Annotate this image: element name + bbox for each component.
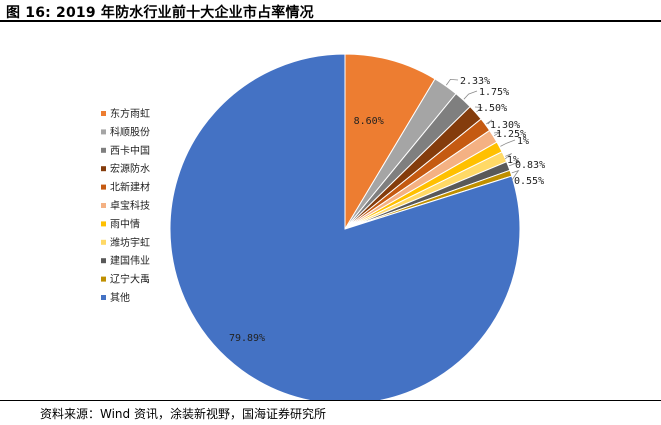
legend-label-5: 北新建材: [110, 181, 150, 194]
leader-line-3: [463, 90, 478, 100]
leader-line-9: [509, 162, 516, 167]
slice-label-11: 79.89%: [229, 333, 265, 344]
legend-swatch-8: [101, 239, 106, 245]
bottom-rule: [0, 400, 661, 401]
pie-chart: 8.60%2.33%1.75%1.50%1.30%1.25%1%1%0.83%0…: [101, 53, 545, 400]
legend-swatch-5: [101, 184, 106, 190]
slice-label-8: 1%: [507, 155, 519, 166]
leader-line-2: [445, 78, 459, 86]
top-rule: [0, 20, 661, 22]
leader-line-6: [493, 131, 501, 137]
slice-label-9: 0.83%: [515, 160, 545, 171]
legend-swatch-4: [101, 166, 106, 172]
legend-swatch-3: [101, 147, 106, 153]
slice-label-10: 0.55%: [514, 176, 544, 187]
legend-label-4: 宏源防水: [110, 162, 150, 175]
legend-label-8: 潍坊宇虹: [110, 236, 150, 249]
leader-line-7: [500, 139, 516, 147]
legend-label-2: 科顺股份: [110, 125, 150, 138]
legend-swatch-2: [101, 129, 106, 135]
slice-label-3: 1.75%: [479, 87, 509, 98]
slice-labels: 8.60%2.33%1.75%1.50%1.30%1.25%1%1%0.83%0…: [229, 76, 545, 344]
leader-lines: [445, 78, 520, 181]
slice-label-6: 1.25%: [496, 129, 526, 140]
source-note: 资料来源：Wind 资讯，涂装新视野，国海证券研究所: [40, 407, 326, 421]
legend-swatch-11: [101, 295, 106, 300]
legend-label-10: 辽宁大禹: [110, 273, 150, 286]
pie-slice-1: [344, 53, 436, 231]
slice-label-5: 1.30%: [490, 120, 520, 131]
pie-slices: [169, 53, 521, 400]
legend-swatch-9: [101, 258, 106, 264]
slice-label-4: 1.50%: [477, 103, 507, 114]
legend-label-6: 卓宝科技: [110, 199, 150, 212]
slice-label-2: 2.33%: [460, 76, 490, 87]
figure-title: 图 16: 2019 年防水行业前十大企业市占率情况: [6, 5, 314, 21]
legend-label-1: 东方雨虹: [110, 107, 150, 120]
legend: 东方雨虹科顺股份西卡中国宏源防水北新建材卓宝科技雨中情潍坊宇虹建国伟业辽宁大禹其…: [101, 107, 150, 304]
leader-line-10: [511, 169, 520, 181]
legend-label-9: 建国伟业: [110, 254, 150, 267]
legend-swatch-1: [101, 111, 106, 116]
legend-label-3: 西卡中国: [110, 144, 150, 157]
leader-line-4: [474, 106, 483, 113]
leader-line-5: [486, 119, 493, 125]
legend-label-11: 其他: [110, 291, 130, 304]
legend-swatch-7: [101, 221, 106, 227]
slice-label-1: 8.60%: [354, 116, 384, 127]
slice-label-7: 1%: [517, 136, 529, 147]
legend-swatch-6: [101, 203, 106, 208]
legend-swatch-10: [101, 276, 106, 282]
legend-label-7: 雨中情: [110, 217, 140, 230]
leader-line-8: [504, 153, 512, 160]
pie-slice-11: [169, 53, 521, 400]
